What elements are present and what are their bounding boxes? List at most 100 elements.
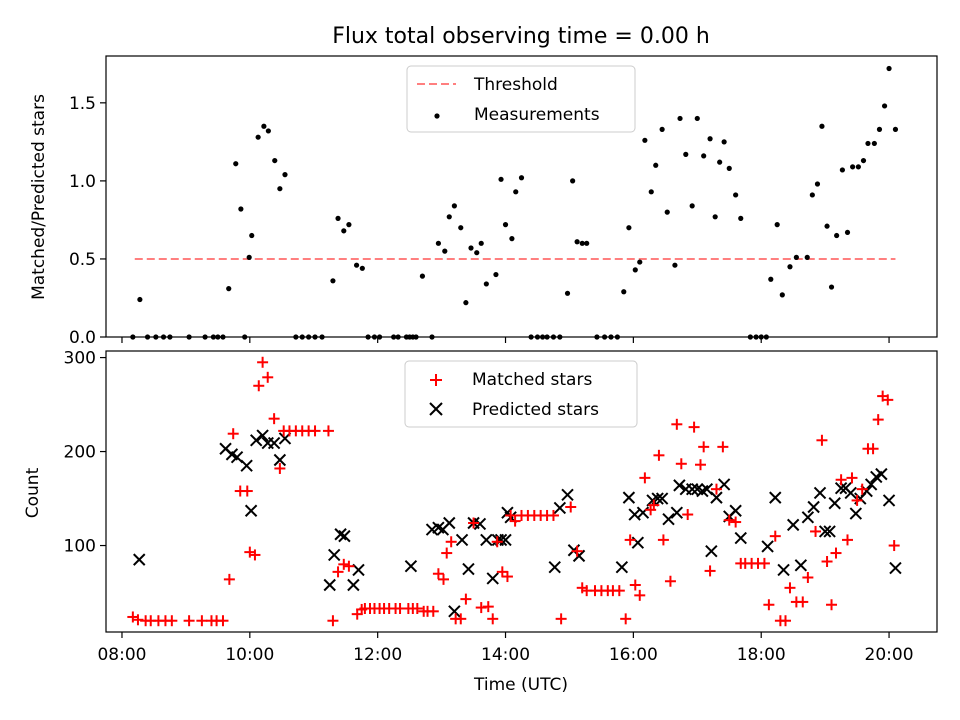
predicted-point [267,436,281,450]
predicted-point [710,491,723,504]
measurement-point [621,289,627,295]
matched-point [810,525,822,537]
predicted-point [761,540,774,553]
measurement-point [659,126,665,132]
measurement-point [233,161,239,167]
matched-point [620,613,632,625]
predicted-point-stroke [685,482,699,496]
predicted-point-stroke [786,518,800,532]
predicted-point [889,561,902,575]
measurement-point [855,164,861,170]
measurement-point [570,178,576,184]
predicted-point [486,572,499,585]
measurement-point [442,248,448,254]
matched-point [571,545,583,557]
matched-point [624,534,636,546]
matched-point [196,615,208,627]
top-x-axis [121,337,890,343]
measurement-point [850,164,856,170]
bottom-x-axis: 08:00 10:00 12:00 14:00 16:00 18:00 20:00 [97,632,914,665]
measurement-point [446,214,452,220]
matched-point [445,536,457,548]
matched-point [441,547,453,559]
measurement-point [277,186,283,192]
matched-point [710,483,722,495]
predicted-point [480,533,493,547]
predicted-point-stroke [347,578,360,592]
predicted-point [828,497,841,510]
measurement-point [809,192,815,198]
predicted-point-stroke [499,533,512,547]
measurement-point [474,250,480,256]
matched-point [411,603,423,615]
matched-point [183,615,195,627]
measurement-point [677,115,683,122]
measurement-point [238,206,244,212]
predicted-point [777,563,790,577]
measurement-point [637,259,643,265]
predicted-point-stroke [828,497,841,510]
measurement-point [249,232,255,239]
measurement-point [828,284,835,290]
matched-point [835,474,847,486]
predicted-point [818,525,832,538]
predicted-point [443,516,456,530]
matched-point [505,509,517,521]
predicted-point-stroke [823,525,836,538]
predicted-point-stroke [244,504,258,517]
measurement-point [721,139,727,145]
predicted-point-stroke [473,517,487,531]
measurement-point [871,140,877,147]
matched-point [723,514,735,526]
predicted-point [548,560,561,574]
predicted-point [572,549,586,563]
measurement-point [353,262,360,268]
predicted-point [734,531,747,545]
predicted-point-stroke [133,553,146,566]
bottom-x-tick-label: 12:00 [353,645,402,665]
predicted-point-stroke [553,501,567,515]
predicted-point [244,504,258,517]
measurement-point [359,265,365,271]
predicted-point [347,578,360,592]
matched-point [675,458,687,470]
matched-point [468,517,480,529]
predicted-point-stroke [615,560,629,574]
bottom-panel: 100 200 300 08:00 10:00 12:00 14:00 16:00 18:00… [23,349,938,695]
predicted-point [807,500,820,514]
predicted-point-stroke [631,536,645,549]
matched-point [730,516,742,528]
predicted-point [499,533,512,547]
bottom-x-tick-label: 14:00 [481,645,530,665]
predicted-point-stroke [622,491,636,504]
predicted-point [882,494,896,507]
measurements-legend-marker [434,113,440,119]
matched-point [629,579,641,591]
matched-point [648,499,660,511]
matched-point [797,596,809,608]
matched-point [671,418,683,430]
measurement-point [137,296,143,303]
predicted-point [794,559,808,572]
predicted-point [670,506,684,519]
predicted-point-stroke [777,563,790,577]
matched-point [821,556,833,568]
predicted-point [823,525,836,538]
measurement-point [664,209,670,215]
predicted-point-stroke [323,578,336,592]
matched-legend-marker [430,374,442,386]
measurement-point [502,222,509,228]
predicted-point [655,492,669,505]
predicted-point [622,491,636,504]
matched-point [851,494,863,506]
predicted-point-stroke [889,561,902,575]
predicted-point [685,482,699,496]
predicted-point [323,578,336,592]
predicted-point-stroke [864,478,878,491]
matched-point [639,472,651,484]
predicted-point [133,553,146,566]
matched-point [682,509,694,521]
bottom-x-tick-label: 16:00 [609,645,658,665]
measurement-point [839,167,845,173]
measurement-point [226,286,232,292]
